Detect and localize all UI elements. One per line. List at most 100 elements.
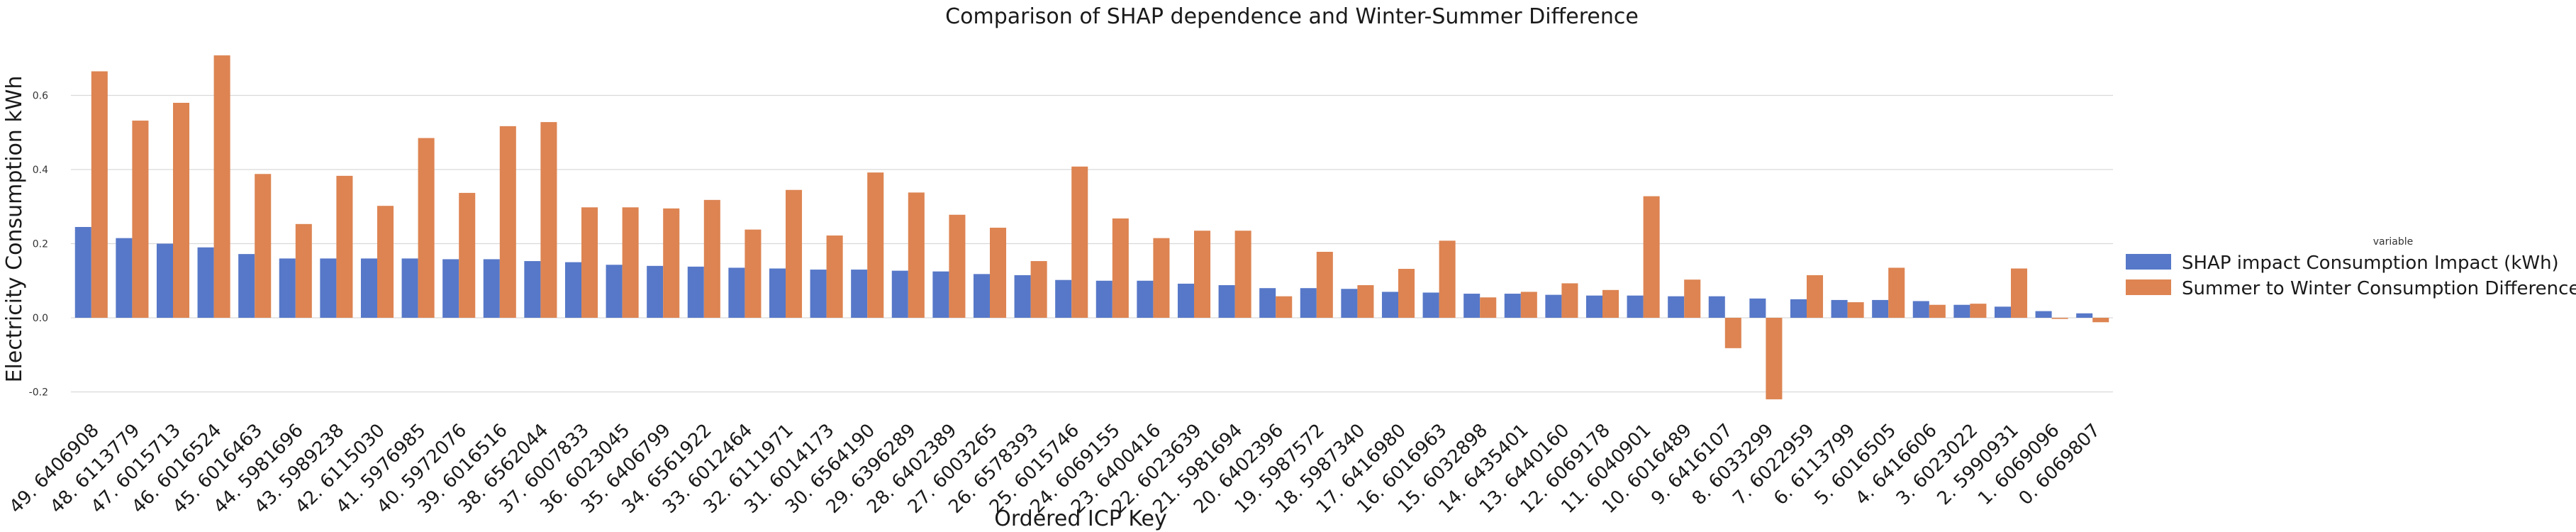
- bar-winter-summer-difference: [1807, 275, 1824, 318]
- bar-winter-summer-difference: [295, 223, 312, 318]
- bar-winter-summer-difference: [1439, 240, 1456, 318]
- bar-winter-summer-difference: [336, 175, 353, 318]
- bar-shap-impact: [1177, 283, 1194, 318]
- bar-shap-impact: [1668, 296, 1685, 318]
- bar-winter-summer-difference: [745, 229, 762, 318]
- bar-shap-impact: [1259, 288, 1276, 318]
- bar-shap-impact: [360, 258, 377, 318]
- bar-shap-impact: [606, 265, 623, 318]
- bar-shap-impact: [1504, 294, 1521, 318]
- bar-shap-impact: [74, 226, 91, 318]
- y-tick-label: 0.0: [33, 313, 48, 324]
- bar-winter-summer-difference: [2051, 318, 2068, 319]
- bar-winter-summer-difference: [173, 102, 190, 318]
- bar-shap-impact: [156, 243, 173, 318]
- bar-shap-impact: [1218, 285, 1235, 318]
- bar-shap-impact: [1994, 306, 2011, 318]
- bar-winter-summer-difference: [1112, 218, 1129, 318]
- bar-shap-impact: [973, 274, 990, 318]
- bar-winter-summer-difference: [1194, 231, 1211, 318]
- bar-shap-impact: [279, 258, 296, 318]
- bar-winter-summer-difference: [1520, 292, 1537, 318]
- bar-winter-summer-difference: [826, 235, 843, 318]
- bar-shap-impact: [932, 271, 949, 318]
- bar-shap-impact: [1831, 299, 1848, 318]
- bar-shap-impact: [1585, 295, 1602, 318]
- chart-title: Comparison of SHAP dependence and Winter…: [945, 4, 1639, 29]
- bar-winter-summer-difference: [255, 174, 272, 318]
- bar-shap-impact: [851, 270, 868, 318]
- bar-winter-summer-difference: [1398, 269, 1415, 318]
- bar-shap-impact: [116, 238, 133, 318]
- y-tick-label: 0.4: [33, 165, 48, 176]
- bar-winter-summer-difference: [2092, 318, 2109, 323]
- bar-winter-summer-difference: [786, 189, 803, 318]
- bar-shap-impact: [1137, 280, 1154, 318]
- bar-shap-impact: [1463, 294, 1481, 318]
- bar-shap-impact: [1341, 289, 1358, 318]
- bar-winter-summer-difference: [499, 126, 516, 318]
- bar-winter-summer-difference: [1316, 252, 1333, 318]
- bar-shap-impact: [320, 258, 337, 318]
- bar-shap-impact: [1545, 294, 1562, 318]
- bar-shap-impact: [524, 261, 541, 318]
- legend-swatch-difference: [2126, 279, 2171, 295]
- bar-shap-impact: [2076, 313, 2093, 318]
- bar-winter-summer-difference: [1276, 296, 1293, 318]
- bar-shap-impact: [769, 268, 786, 318]
- bar-winter-summer-difference: [867, 172, 884, 318]
- bar-shap-impact: [728, 267, 745, 318]
- y-tick-label: -0.2: [29, 387, 48, 399]
- bar-winter-summer-difference: [132, 121, 149, 318]
- y-tick-label: 0.2: [33, 239, 48, 250]
- bar-shap-impact: [687, 266, 704, 318]
- bar-winter-summer-difference: [581, 207, 598, 318]
- bar-shap-impact: [1422, 292, 1439, 318]
- bar-winter-summer-difference: [1153, 238, 1170, 318]
- y-axis-label: Electricity Consumption kWh: [2, 76, 27, 383]
- bar-winter-summer-difference: [213, 55, 230, 318]
- bar-winter-summer-difference: [949, 214, 966, 318]
- bar-winter-summer-difference: [1480, 297, 1497, 318]
- bar-winter-summer-difference: [1561, 283, 1578, 318]
- bar-winter-summer-difference: [1071, 166, 1088, 318]
- bar-shap-impact: [891, 270, 908, 318]
- bar-shap-impact: [1872, 299, 1889, 318]
- bar-shap-impact: [1381, 292, 1398, 318]
- bar-series: [74, 55, 2109, 399]
- bar-winter-summer-difference: [2011, 268, 2028, 318]
- bar-winter-summer-difference: [1357, 285, 1374, 318]
- x-axis-label: Ordered ICP Key: [994, 506, 1166, 531]
- bar-shap-impact: [1095, 280, 1113, 318]
- bar-shap-impact: [442, 259, 459, 318]
- bar-winter-summer-difference: [703, 199, 720, 318]
- bar-winter-summer-difference: [418, 138, 435, 318]
- bar-shap-impact: [1912, 301, 1929, 318]
- bar-shap-impact: [1627, 295, 1644, 318]
- bar-winter-summer-difference: [1030, 261, 1047, 318]
- bar-shap-impact: [238, 254, 255, 318]
- bar-shap-impact: [1300, 288, 1317, 318]
- bar-shap-impact: [2035, 311, 2052, 318]
- bar-shap-impact: [401, 258, 418, 318]
- bar-winter-summer-difference: [1929, 304, 1946, 318]
- bar-shap-impact: [1749, 298, 1766, 318]
- bar-winter-summer-difference: [1643, 196, 1660, 318]
- legend-label-difference: Summer to Winter Consumption Difference …: [2182, 278, 2576, 299]
- legend: variable SHAP impact Consumption Impact …: [2126, 236, 2576, 299]
- bar-winter-summer-difference: [1888, 267, 1905, 318]
- bar-winter-summer-difference: [540, 122, 557, 318]
- y-tick-label: 0.6: [33, 91, 48, 102]
- bar-winter-summer-difference: [1970, 304, 1987, 318]
- bar-winter-summer-difference: [1724, 318, 1741, 348]
- bar-winter-summer-difference: [91, 71, 108, 318]
- bar-winter-summer-difference: [622, 207, 639, 318]
- bar-winter-summer-difference: [1766, 318, 1783, 399]
- bar-shap-impact: [647, 265, 664, 318]
- bar-shap-impact: [810, 270, 827, 318]
- bar-winter-summer-difference: [908, 192, 925, 318]
- bar-winter-summer-difference: [663, 208, 680, 318]
- bar-shap-impact: [1055, 279, 1072, 318]
